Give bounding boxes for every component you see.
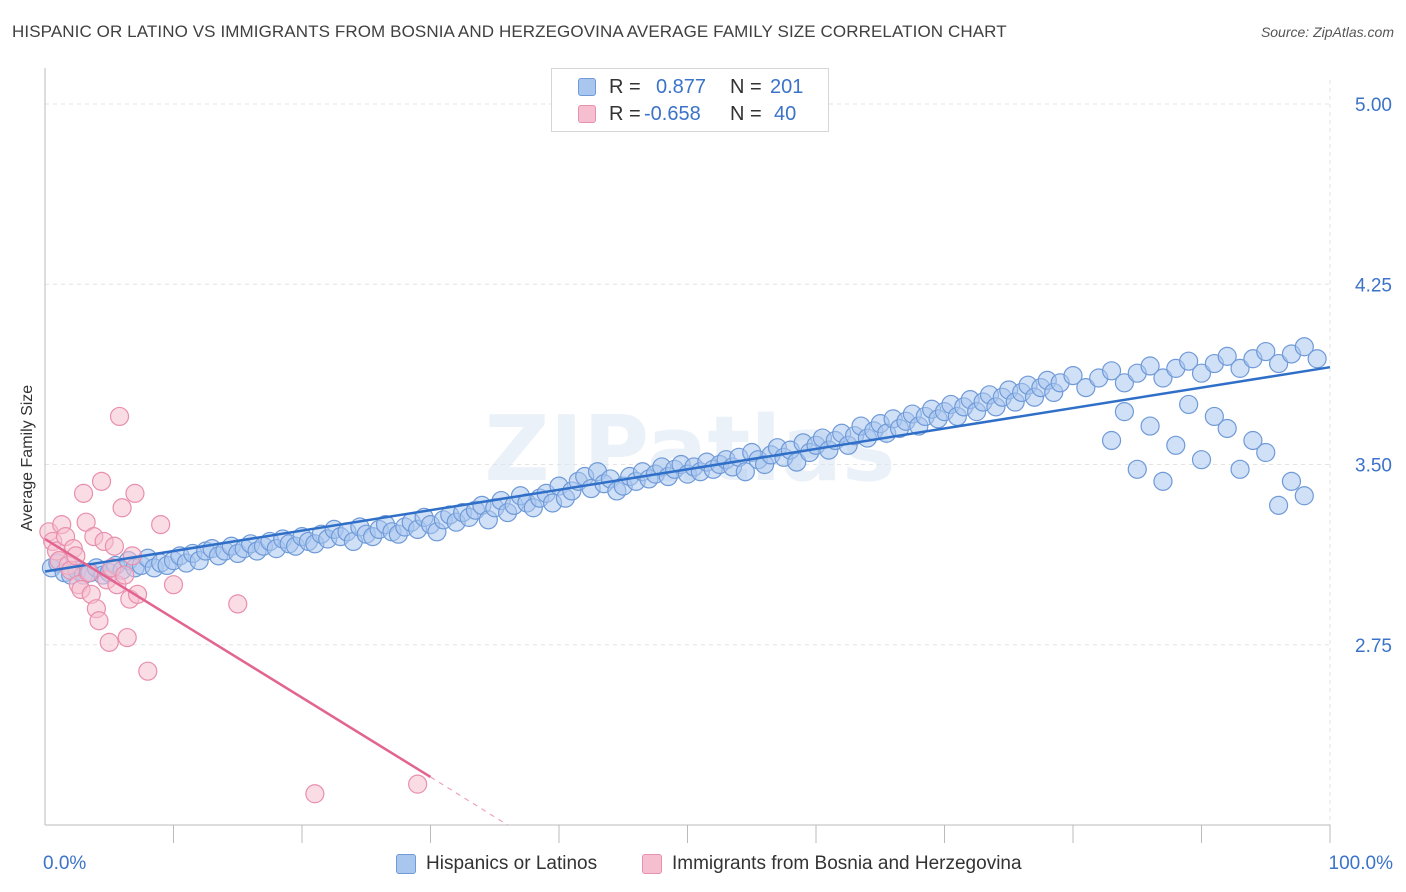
trend-lines (44, 365, 1331, 826)
stats-row-hispanics: R = 0.877 N = 201 (552, 73, 828, 101)
point-hispanic (1076, 378, 1096, 398)
point-bosnia (109, 406, 130, 427)
point-hispanic (1179, 394, 1199, 415)
blue-swatch (578, 78, 596, 96)
point-bosnia (104, 536, 124, 556)
bottom-legend: Hispanics or Latinos Immigrants from Bos… (0, 850, 1406, 880)
n-value: 201 (770, 76, 804, 98)
point-bosnia (117, 627, 137, 648)
point-hispanic (1217, 346, 1237, 366)
point-hispanic (1114, 402, 1135, 422)
point-hispanic (1230, 459, 1250, 479)
point-hispanic (1204, 406, 1224, 427)
point-hispanic (1268, 353, 1289, 374)
point-bosnia (151, 514, 171, 535)
point-hispanic (1268, 495, 1289, 515)
x-tick-label: 100.0% (1329, 853, 1394, 874)
r-label: R = (609, 76, 641, 98)
axes (44, 68, 1331, 843)
point-bosnia (89, 611, 109, 631)
point-bosnia (115, 565, 135, 585)
chart-title: HISPANIC OR LATINO VS IMMIGRANTS FROM BO… (12, 22, 1007, 41)
n-label: N = (730, 76, 762, 98)
n-value: 40 (774, 103, 797, 125)
legend-label: Immigrants from Bosnia and Herzegovina (672, 853, 1022, 874)
point-hispanic (1153, 368, 1173, 388)
source-label: Source: ZipAtlas.com (1260, 24, 1394, 40)
point-hispanic (1217, 418, 1237, 439)
pink-swatch (578, 105, 596, 123)
point-hispanic (1153, 471, 1173, 491)
point-hispanic (1063, 365, 1083, 386)
point-bosnia (138, 661, 158, 681)
r-label: R = (609, 103, 641, 125)
point-bosnia (99, 632, 119, 652)
point-hispanic (1294, 337, 1314, 357)
point-bosnia (112, 498, 132, 518)
point-bosnia (125, 483, 145, 503)
point-hispanic (1243, 430, 1263, 451)
point-hispanic (1140, 356, 1160, 376)
stats-row-bosnia: R = -0.658 N = 40 (552, 100, 828, 128)
stats-legend: R = 0.877 N = 201 R = -0.658 N = 40 (551, 68, 829, 132)
n-label: N = (730, 103, 762, 125)
point-hispanic (1140, 416, 1160, 436)
point-hispanic (1256, 442, 1276, 463)
series-hispanics-or-latinos (41, 337, 1327, 585)
y-tick-label: 3.50 (1355, 456, 1392, 477)
point-bosnia (408, 774, 428, 794)
point-hispanic (1114, 373, 1135, 393)
r-value: 0.877 (656, 76, 707, 98)
point-hispanic (1307, 349, 1327, 369)
pink-swatch (642, 854, 662, 874)
blue-swatch (396, 854, 416, 874)
x-tick-labels: 0.0% 100.0% (43, 853, 1393, 874)
point-hispanic (1101, 430, 1122, 451)
point-bosnia (73, 483, 94, 503)
point-bosnia (91, 471, 112, 491)
legend-label: Hispanics or Latinos (426, 853, 598, 874)
series-immigrants-bosnia (39, 406, 428, 804)
y-tick-label: 5.00 (1355, 95, 1392, 116)
point-bosnia (305, 784, 325, 804)
trend-line-hispanics (44, 365, 1331, 573)
point-hispanic (1281, 471, 1302, 491)
x-tick-label: 0.0% (43, 853, 86, 874)
trend-line-bosnia (44, 537, 432, 778)
point-hispanic (1191, 450, 1212, 470)
point-hispanic (1179, 351, 1199, 371)
y-tick-label: 2.75 (1355, 636, 1392, 657)
trend-line-bosnia-extension (430, 776, 508, 826)
point-hispanic (1101, 361, 1122, 381)
point-hispanic (1256, 341, 1276, 362)
point-hispanic (1230, 358, 1250, 378)
point-hispanic (735, 462, 755, 482)
point-hispanic (1191, 363, 1212, 383)
point-bosnia (163, 575, 184, 595)
point-hispanic (1166, 435, 1186, 455)
y-tick-label: 4.25 (1355, 275, 1392, 296)
r-value: -0.658 (644, 103, 701, 125)
y-tick-labels: 2.75 3.50 4.25 5.00 (1355, 95, 1392, 657)
point-hispanic (1127, 459, 1147, 479)
point-bosnia (228, 594, 248, 614)
point-hispanic (1294, 486, 1314, 506)
